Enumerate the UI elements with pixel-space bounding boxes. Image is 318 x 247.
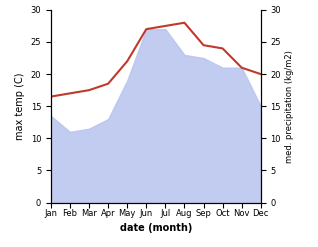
X-axis label: date (month): date (month) [120,223,192,233]
Y-axis label: max temp (C): max temp (C) [15,72,25,140]
Y-axis label: med. precipitation (kg/m2): med. precipitation (kg/m2) [285,50,294,163]
